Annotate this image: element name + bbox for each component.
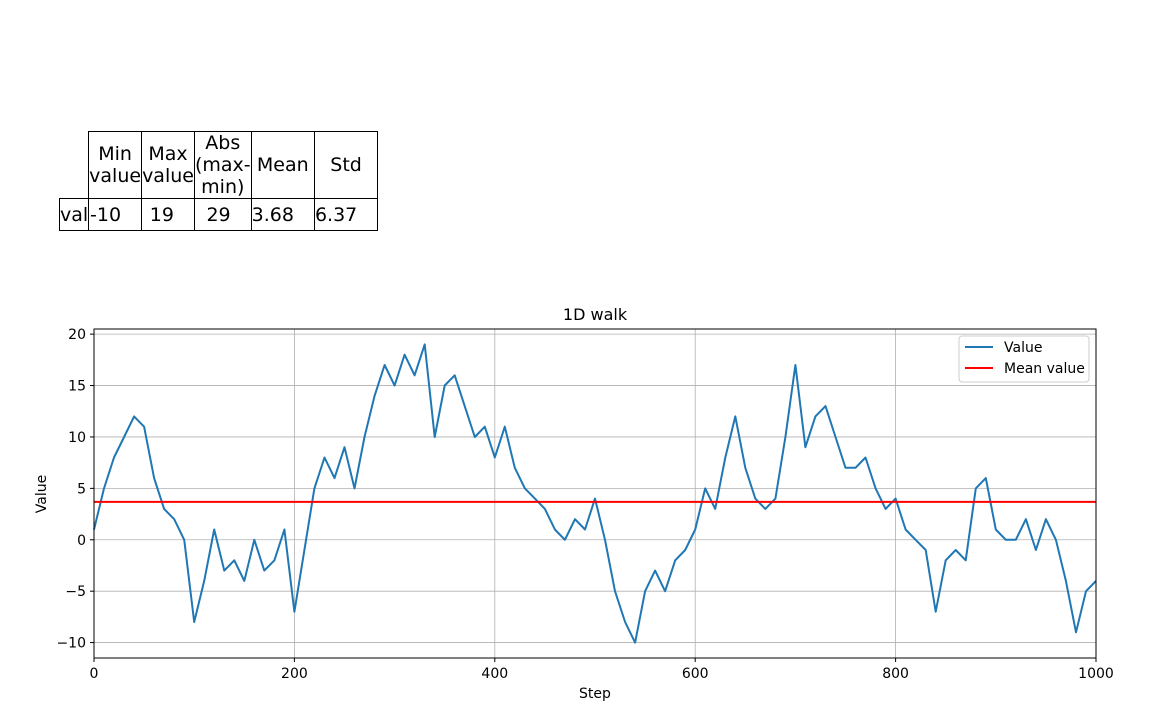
legend-label-mean: Mean value: [1004, 361, 1085, 377]
stats-table-grid: Min value Max value Abs (max-min) Mean S…: [58, 131, 379, 231]
table-header-range: Abs (max-min): [193, 131, 252, 199]
x-tick-label: 1000: [1078, 666, 1114, 682]
chart-title: 1D walk: [563, 305, 628, 324]
axis-ticks: 0 200 400 600 800 1000 −10 −5 0 5 10 15 20: [56, 327, 1113, 682]
table-header-std: Std: [313, 131, 379, 199]
table-header-row: Min value Max value Abs (max-min) Mean S…: [60, 131, 379, 199]
table-cell-min: -10: [88, 198, 143, 231]
y-tick-label: 10: [68, 430, 86, 446]
table-header-min: Min value: [88, 131, 143, 199]
x-tick-label: 800: [882, 666, 909, 682]
grid-lines: [93, 329, 1097, 658]
y-tick-label: −5: [65, 584, 86, 600]
table-cell-std: 6.37: [313, 198, 379, 231]
table-cell-range: 29: [193, 198, 252, 231]
x-axis-label: Step: [579, 686, 611, 702]
table-cell-mean: 3.68: [250, 198, 315, 231]
y-axis-label: Value: [34, 475, 50, 513]
table-row: val -10 19 29 3.68 6.37: [58, 198, 379, 231]
y-tick-label: 5: [77, 481, 86, 497]
table-cell-max: 19: [141, 198, 195, 231]
x-tick-label: 0: [90, 666, 99, 682]
y-tick-label: −10: [56, 636, 86, 652]
y-tick-label: 15: [68, 379, 86, 395]
plot-frame: [93, 328, 1097, 659]
table-row-label: val: [58, 198, 90, 231]
y-tick-label: 20: [68, 327, 86, 343]
legend-label-value: Value: [1004, 340, 1042, 356]
series-line-value: [93, 343, 1097, 644]
series-layer: [93, 343, 1097, 644]
x-tick-label: 400: [481, 666, 508, 682]
x-tick-label: 600: [682, 666, 709, 682]
x-tick-label: 200: [281, 666, 308, 682]
y-tick-label: 0: [77, 533, 86, 549]
legend: Value Mean value: [958, 335, 1090, 383]
table-header-max: Max value: [141, 131, 195, 199]
table-header-mean: Mean: [250, 131, 315, 199]
